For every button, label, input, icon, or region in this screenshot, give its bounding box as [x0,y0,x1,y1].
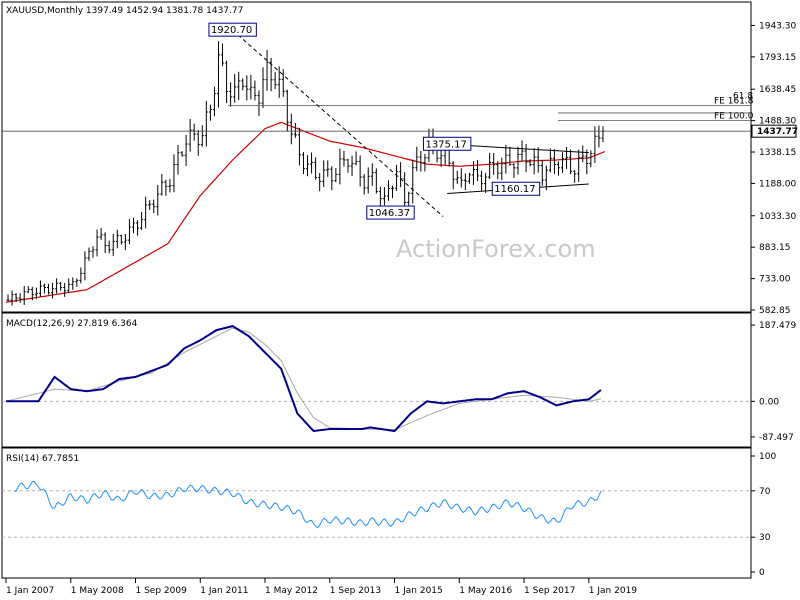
x-tick-label: 1 Jan 2015 [395,586,443,596]
x-tick-label: 1 Sep 2017 [524,586,575,596]
last-price-box [751,124,797,138]
price-panel-frame [1,1,752,313]
price-tick-label: 1638.45 [759,85,796,95]
horizontal-line-label: FE 161.8 [714,97,754,107]
macd-line [6,325,602,433]
price-tick-label: 1033.30 [759,212,796,222]
price-tick-label: 582.85 [759,306,791,316]
macd-tick-label: 0.00 [759,397,779,407]
symbol-header: XAUUSD,Monthly 1397.49 1452.94 1381.78 1… [6,6,243,16]
rsi-title: RSI(14) 67.7851 [6,454,79,464]
horizontal-line-label: FE 100.0 [714,112,754,122]
horizontal-lines-layer: FE 161.861.8 FE 100.0 [2,92,754,132]
x-tick-label: 1 May 2012 [265,586,318,596]
price-tick-label: 1338.15 [759,148,796,158]
rsi-panel-frame [1,447,752,579]
price-annotation-box [208,22,257,37]
x-tick-label: 1 Jan 2011 [200,586,248,596]
watermark: ActionForex.com [396,235,596,263]
price-annotation-box [491,181,541,196]
candles-layer [6,41,605,306]
price-annotation-label: 1920.70 [211,25,252,36]
price-annotation-label: 1160.17 [494,184,535,195]
price-annotation-label: 1046.37 [369,208,410,219]
macd-panel-frame [1,312,752,448]
price-annotation-box [422,136,472,151]
x-tick-label: 1 May 2016 [459,586,512,596]
x-tick-label: 1 Sep 2013 [330,586,381,596]
price-annotation-label: 1375.17 [425,139,466,150]
macd-tick-label: -87.497 [759,433,794,443]
trendline [232,29,444,217]
macd-signal-line [5,327,602,431]
price-tick-label: 733.00 [759,275,791,285]
macd-tick-label: 187.479 [759,321,796,331]
x-tick-label: 1 Jan 2007 [6,586,54,596]
x-tick-label: 1 May 2008 [71,586,124,596]
annotations-layer: 1920.70 1375.17 1046.37 1160.17 [208,22,541,220]
price-tick-label: 883.15 [759,243,791,253]
rsi-tick-label: 70 [759,487,771,497]
price-annotation-box [366,205,415,220]
rsi-tick-label: 100 [759,452,776,462]
price-tick-label: 1188.00 [759,179,796,189]
x-tick-label: 1 Jan 2019 [589,586,637,596]
horizontal-line-label: 61.8 [733,92,753,102]
rsi-tick-label: 30 [759,533,771,543]
moving-average-layer [5,121,606,303]
price-tick-label: 1488.30 [759,117,796,127]
macd-title: MACD(12,26,9) 27.819 6.364 [6,319,138,329]
rsi-tick-label: 0 [759,568,765,578]
axes-layer: 1943.30 1793.15 1638.45 1488.30 1338.15 1188.… [5,21,798,596]
rsi-layer [2,480,751,538]
price-tick-label: 1793.15 [759,53,796,63]
x-tick-label: 1 Sep 2009 [136,586,188,596]
price-tick-label: 1943.30 [759,21,796,31]
last-price-label: 1437.77 [757,127,798,137]
moving-average-line [5,121,606,303]
macd-layer [2,325,751,433]
rsi-line [13,480,602,529]
